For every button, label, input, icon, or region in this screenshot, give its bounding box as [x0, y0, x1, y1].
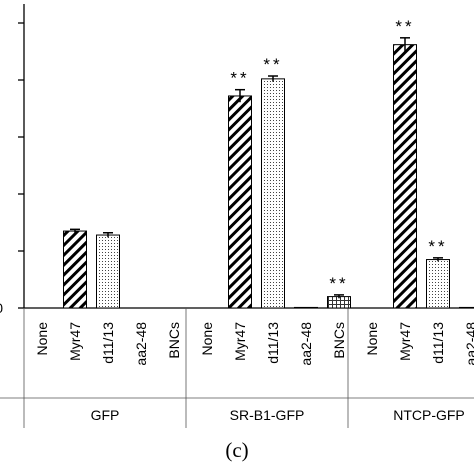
significance-label: ** [230, 69, 249, 88]
category-tick-label: Myr47 [67, 322, 83, 361]
bar [63, 230, 87, 309]
labels: GFP None Myr47 d11/13 aa2-48 BNCs SR-B1-GFP Non… [34, 17, 474, 423]
significance-label: ** [428, 237, 447, 256]
bar [96, 234, 120, 309]
category-tick-label: BNCs [331, 322, 347, 359]
bars [63, 37, 474, 309]
bar [261, 78, 285, 309]
bar [459, 306, 474, 309]
group-label: SR-B1-GFP [230, 407, 305, 423]
category-tick-label: aa2-48 [298, 322, 314, 366]
category-tick-label: d11/13 [100, 322, 116, 364]
category-tick-label: None [364, 322, 380, 356]
bar [393, 44, 417, 309]
category-tick-label: Myr47 [397, 322, 413, 361]
category-tick-label: aa2-48 [133, 322, 149, 366]
category-tick-label: d11/13 [430, 322, 446, 364]
category-tick-label: None [199, 322, 215, 356]
y-tick-label: 0 [0, 300, 3, 316]
significance-label: ** [395, 17, 414, 36]
group-label: GFP [91, 407, 120, 423]
bar [294, 306, 318, 309]
significance-label: ** [263, 55, 282, 74]
group-label: NTCP-GFP [393, 407, 465, 423]
bar [228, 95, 252, 309]
bar [426, 259, 450, 309]
panel-label: (c) [225, 438, 249, 462]
category-tick-label: BNCs [166, 322, 182, 359]
category-tick-label: d11/13 [265, 322, 281, 364]
category-tick-label: aa2-48 [463, 322, 474, 366]
category-tick-label: None [34, 322, 50, 356]
significance-label: ** [329, 274, 348, 293]
category-tick-label: Myr47 [232, 322, 248, 361]
